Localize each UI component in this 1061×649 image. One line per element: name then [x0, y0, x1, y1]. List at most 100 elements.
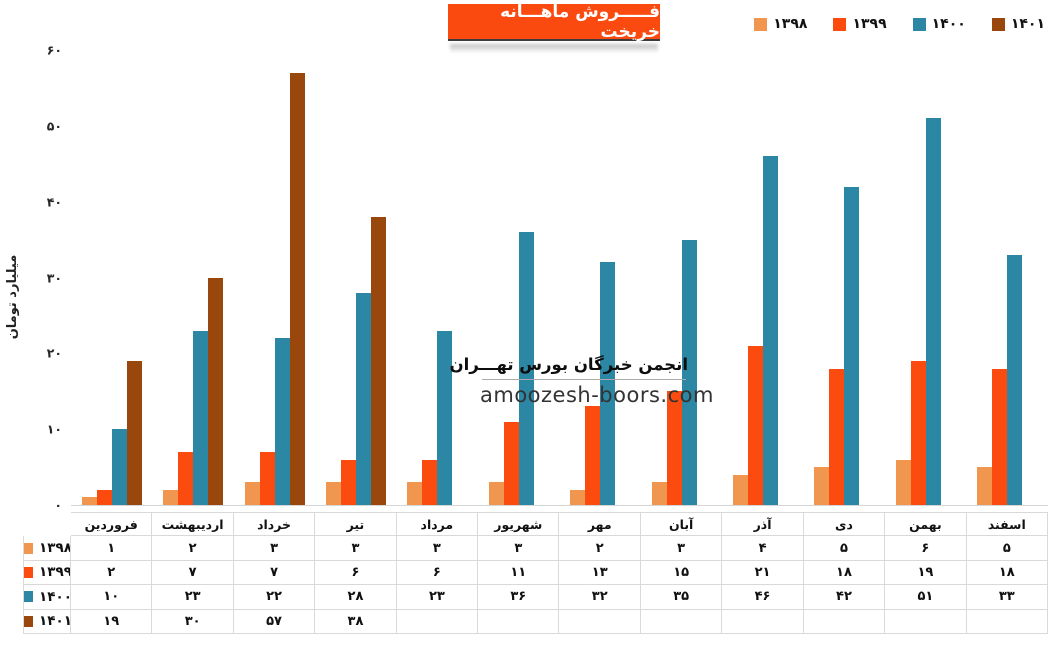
table-value-cell: ۵۷ [233, 609, 316, 634]
series-swatch-icon [24, 615, 34, 627]
table-value-cell: ۳ [478, 536, 560, 561]
legend-item: ۱۴۰۰ [912, 16, 966, 32]
data-table: فروردین اردیبهشت خرداد تیر مرداد شهریور مهر آبا… [23, 512, 1048, 634]
series-swatch-icon [24, 591, 34, 603]
series-year-label: ۱۴۰۱ [39, 613, 71, 630]
bar-۱۴۰۰-مرداد [437, 330, 453, 505]
series-year-label: ۱۳۹۹ [39, 564, 71, 581]
legend-label: ۱۴۰۱ [1010, 16, 1045, 32]
series-swatch-icon [24, 542, 34, 554]
legend-item: ۱۳۹۸ [754, 16, 807, 32]
y-tick-label: ۰ [54, 497, 62, 513]
bar-۱۳۹۹-تیر [340, 459, 356, 505]
bar-۱۳۹۹-بهمن [910, 360, 926, 505]
bar-۱۳۹۹-اردیبهشت [178, 451, 194, 505]
bar-۱۳۹۸-بهمن [895, 459, 911, 505]
bar-۱۴۰۱-اردیبهشت [208, 277, 224, 505]
table-value-cell: ۲۳ [396, 585, 479, 610]
bar-۱۴۰۰-آذر [763, 156, 779, 505]
bar-۱۴۰۱-فروردین [126, 360, 142, 505]
legend-label: ۱۳۹۸ [773, 16, 808, 32]
table-value-cell: ۵۱ [885, 585, 967, 610]
table-value-cell: ۴ [722, 536, 804, 561]
table-value-cell [722, 609, 804, 634]
table-value-cell: ۱ [71, 536, 153, 561]
month-header-cell: فروردین [71, 512, 153, 537]
y-tick-label: ۳۰ [46, 270, 62, 285]
bar-۱۳۹۸-تیر [325, 482, 341, 505]
table-value-cell: ۳ [640, 536, 723, 561]
month-header-cell: اسفند [966, 512, 1048, 537]
table-value-cell [966, 609, 1048, 634]
bar-۱۳۹۸-فروردین [81, 497, 97, 505]
legend-swatch-icon [833, 17, 847, 31]
table-value-cell [885, 609, 967, 634]
table-row-label: ۱۴۰۰ [23, 585, 71, 610]
table-value-cell: ۳۶ [478, 585, 560, 610]
watermark-site-url: amoozesh-boors.com [480, 383, 714, 407]
table-value-cell: ۱۱ [478, 560, 560, 586]
bar-۱۴۰۰-فروردین [111, 429, 127, 505]
month-header-cell: خرداد [233, 512, 316, 537]
table-value-cell: ۲ [71, 560, 153, 586]
watermark-divider [482, 379, 686, 380]
chart-title-banner: فـــــروش ماهـــانه خریخت [448, 1, 660, 42]
table-value-cell: ۲۸ [315, 585, 397, 610]
table-value-cell: ۴۲ [803, 585, 886, 610]
bar-۱۴۰۰-بهمن [925, 118, 941, 505]
month-header-cell: دی [803, 512, 886, 537]
table-value-cell: ۳ [315, 536, 397, 561]
bar-۱۳۹۸-خرداد [244, 482, 260, 505]
bar-۱۳۹۸-مرداد [407, 482, 423, 505]
table-value-cell: ۳ [396, 536, 479, 561]
table-corner-cell [23, 512, 71, 536]
table-value-cell: ۳۵ [640, 585, 723, 610]
table-value-cell: ۲۳ [152, 585, 234, 610]
table-value-cell: ۷ [233, 560, 316, 586]
table-value-cell: ۱۵ [640, 560, 723, 586]
bar-۱۳۹۸-مهر [570, 489, 586, 505]
table-value-cell: ۳ [233, 536, 316, 561]
chart-title-reflection [450, 44, 658, 53]
legend-label: ۱۳۹۹ [852, 16, 887, 32]
table-value-cell: ۶ [396, 560, 479, 586]
table-value-cell [396, 609, 479, 634]
bar-۱۳۹۹-مهر [585, 406, 601, 505]
x-axis-line [71, 505, 1048, 506]
month-header-cell: تیر [315, 512, 397, 537]
table-value-cell: ۲ [559, 536, 641, 561]
bar-۱۳۹۸-اردیبهشت [163, 489, 179, 505]
table-value-cell: ۲۲ [233, 585, 316, 610]
table-value-cell [640, 609, 723, 634]
table-value-cell: ۳۸ [315, 609, 397, 634]
bar-۱۴۰۰-تیر [355, 292, 371, 505]
bar-۱۳۹۸-آبان [651, 482, 667, 505]
table-value-cell: ۱۰ [71, 585, 153, 610]
chart-title-text: فـــــروش ماهـــانه خریخت [500, 1, 660, 42]
table-value-cell: ۵ [966, 536, 1048, 561]
legend-item: ۱۳۹۹ [833, 16, 887, 32]
bar-۱۴۰۰-آبان [681, 239, 697, 505]
bar-۱۴۰۰-مهر [600, 262, 616, 505]
table-value-cell: ۶ [885, 536, 967, 561]
series-year-label: ۱۳۹۸ [39, 540, 71, 557]
bar-۱۳۹۹-دی [829, 368, 845, 505]
month-header-cell: مهر [559, 512, 641, 537]
chart-legend: ۱۳۹۸ ۱۳۹۹ ۱۴۰۰ ۱۴۰۱ [754, 16, 1045, 32]
y-tick-label: ۵۰ [46, 118, 62, 134]
watermark: انجمن خبرگان بورس تهـــران amoozesh-boor… [450, 355, 714, 407]
table-value-cell: ۴۶ [722, 585, 804, 610]
month-header-cell: بهمن [885, 512, 967, 537]
table-value-cell: ۱۸ [803, 560, 886, 586]
bar-۱۳۹۸-آذر [733, 474, 749, 505]
table-value-cell [478, 609, 560, 634]
bar-۱۳۹۹-آبان [666, 391, 682, 505]
bar-۱۴۰۰-اردیبهشت [193, 330, 209, 505]
table-value-cell [803, 609, 886, 634]
bar-۱۴۰۰-خرداد [274, 338, 290, 505]
table-value-cell: ۲ [152, 536, 234, 561]
y-tick-label: ۲۰ [46, 345, 62, 361]
table-value-cell: ۱۹ [885, 560, 967, 586]
table-value-cell: ۳۲ [559, 585, 641, 610]
